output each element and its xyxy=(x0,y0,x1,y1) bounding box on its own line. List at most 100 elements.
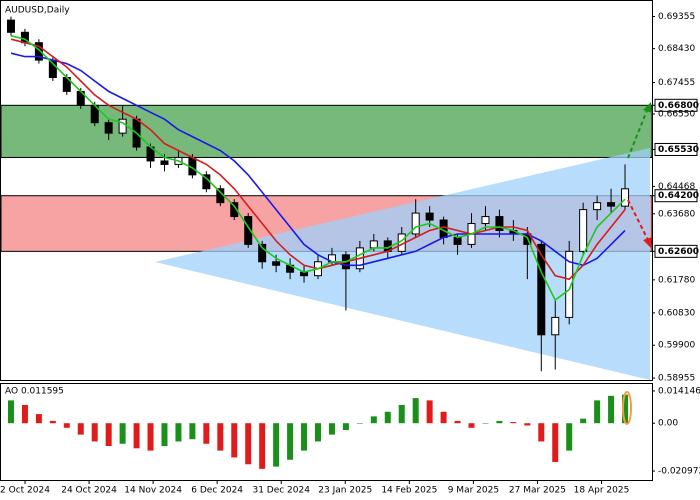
ao-bar xyxy=(412,398,419,424)
candle-body xyxy=(411,212,420,235)
y-tick-label: 0.68430 xyxy=(658,44,695,54)
chart-title: AUDUSD,Daily xyxy=(5,6,70,16)
x-tick-label: 23 Jan 2025 xyxy=(318,486,372,496)
triangle-pattern xyxy=(155,148,650,380)
candle-body xyxy=(537,243,546,336)
ao-bar xyxy=(370,416,377,424)
y-tick-label: 0.59900 xyxy=(658,341,695,351)
x-tick-label: 9 Mar 2025 xyxy=(448,486,499,496)
ao-bar xyxy=(203,423,210,444)
up-arrow xyxy=(627,107,649,159)
ao-bar xyxy=(63,423,70,428)
ao-bar xyxy=(426,400,433,424)
ao-bar xyxy=(77,423,84,435)
ao-bar xyxy=(161,423,168,447)
ao-bar xyxy=(7,400,14,424)
ao-bar xyxy=(259,423,266,469)
candle-body xyxy=(495,216,504,231)
ao-bar xyxy=(454,420,461,424)
moving-average xyxy=(10,35,626,302)
ao-bar xyxy=(105,423,112,447)
ao-bar xyxy=(21,404,28,424)
ao-bar xyxy=(328,423,335,435)
candle-body xyxy=(258,243,267,263)
candle-body xyxy=(244,216,253,245)
ao-bar xyxy=(440,411,447,424)
x-tick-label: 24 Oct 2024 xyxy=(61,486,117,496)
candle-body xyxy=(425,212,434,221)
candle-body xyxy=(593,202,602,211)
y-tick-label: 0.66800 xyxy=(658,101,699,111)
x-tick-label: 18 Apr 2025 xyxy=(574,486,630,496)
x-tick-label: 6 Dec 2024 xyxy=(191,486,243,496)
candle-body xyxy=(621,188,630,207)
ao-bar xyxy=(147,423,154,451)
down-arrow-head xyxy=(643,237,652,248)
ao-bar xyxy=(189,423,196,440)
ao-bar xyxy=(566,423,573,451)
ao-bar xyxy=(594,400,601,424)
up-arrow-head xyxy=(643,102,652,113)
ao-bar xyxy=(524,423,531,426)
ao-bar xyxy=(580,418,587,424)
y-tick-label: 0.64200 xyxy=(658,191,699,201)
ao-bar xyxy=(273,423,280,467)
candle-body xyxy=(369,240,378,249)
y-tick-label: 0.66550 xyxy=(658,110,695,120)
plot xyxy=(6,16,630,469)
ao-bar xyxy=(301,423,308,451)
ao-bar xyxy=(468,423,475,428)
ao-bar xyxy=(91,423,98,442)
moving-average xyxy=(10,52,626,267)
ao-bar xyxy=(287,423,294,460)
ao-bar xyxy=(398,404,405,424)
x-tick-label: 14 Feb 2025 xyxy=(381,486,437,496)
y-tick-label: 0.69355 xyxy=(658,12,695,22)
y-tick-label: 0.62600 xyxy=(658,247,699,257)
ao-bar xyxy=(175,423,182,442)
candle-body xyxy=(481,216,490,225)
ao-bar xyxy=(35,414,42,424)
ao-bar xyxy=(384,411,391,424)
candle-body xyxy=(160,160,169,165)
x-tick-label: 27 Mar 2025 xyxy=(509,486,566,496)
ao-bar xyxy=(356,423,363,424)
ao-bar xyxy=(231,423,238,458)
y-tick-label: 0.64468 xyxy=(658,182,695,192)
ao-bar xyxy=(49,420,56,424)
candle-body xyxy=(230,202,239,218)
y-tick-label: 0.00 xyxy=(658,419,678,429)
ao-bar xyxy=(245,423,252,465)
tick-box xyxy=(654,189,698,203)
ao-bar xyxy=(608,395,615,424)
ao-bar xyxy=(133,423,140,449)
y-tick-label: 0.60830 xyxy=(658,308,695,318)
ao-title: AO 0.011595 xyxy=(5,387,64,397)
ao-bar xyxy=(119,423,126,444)
ao-bar xyxy=(342,423,349,431)
ao-bar xyxy=(482,423,489,424)
candle-body xyxy=(272,261,281,266)
y-tick-label: 0.65530 xyxy=(658,145,699,155)
x-tick-label: 14 Nov 2024 xyxy=(124,486,182,496)
candle-body xyxy=(34,42,43,61)
ao-bar xyxy=(622,394,629,424)
x-tick-label: 31 Dec 2024 xyxy=(252,486,310,496)
candle-body xyxy=(551,316,560,336)
y-tick-label: 0.67455 xyxy=(658,78,695,88)
ao-highlight xyxy=(622,391,632,425)
ao-bar xyxy=(510,422,517,424)
down-arrow xyxy=(627,199,649,241)
y-tick-label: 0.61780 xyxy=(658,275,695,285)
y-tick-label: 0.014146 xyxy=(658,386,700,396)
tick-box xyxy=(654,244,698,258)
y-tick-label: 0.63680 xyxy=(658,209,695,219)
ao-bar xyxy=(315,423,321,442)
candle-body xyxy=(453,236,462,245)
ao-bar xyxy=(552,423,559,463)
ao-bar xyxy=(496,420,503,424)
y-tick-label: -0.020972 xyxy=(658,467,700,477)
candle-body xyxy=(104,122,113,134)
ao-bar xyxy=(538,423,545,442)
